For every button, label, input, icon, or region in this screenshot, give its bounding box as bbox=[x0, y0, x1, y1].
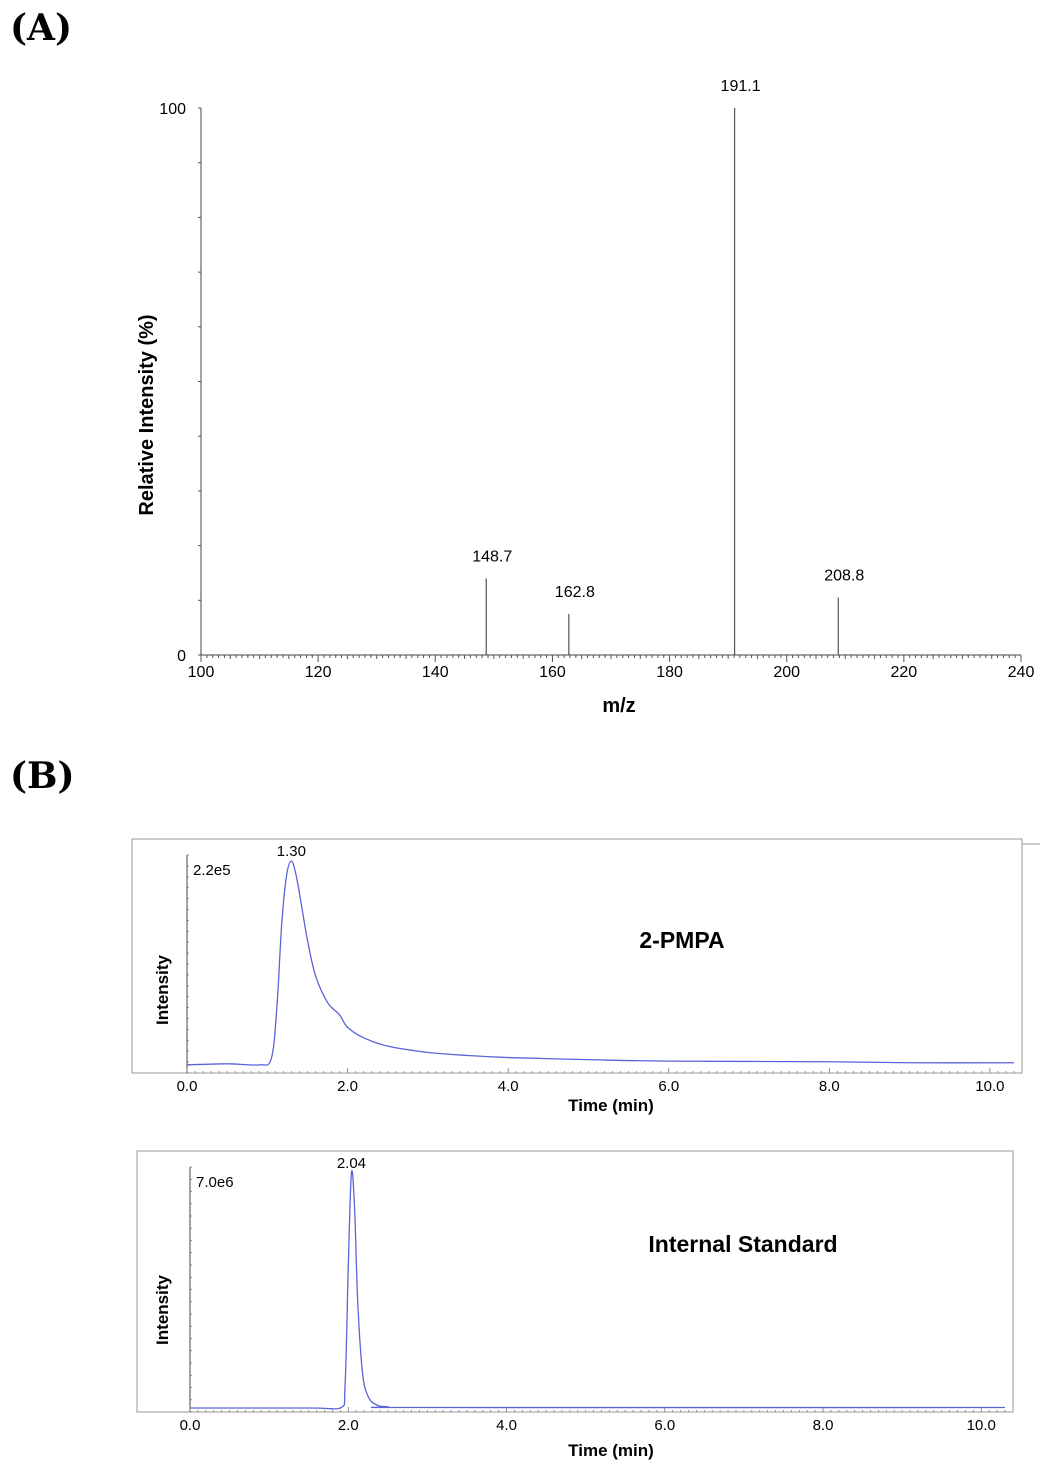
chromatogram-is-y-title: Intensity bbox=[153, 1275, 172, 1345]
chromatogram-2pmpa-name: 2-PMPA bbox=[639, 927, 724, 953]
chromatogram-x-tick-label: 4.0 bbox=[498, 1078, 519, 1095]
chromatogram-x-tick-label: 2.0 bbox=[338, 1417, 359, 1434]
chromatogram-x-tick-label: 2.0 bbox=[337, 1078, 358, 1095]
chromatogram-is-name: Internal Standard bbox=[648, 1231, 837, 1257]
spectrum-peak-label: 148.7 bbox=[472, 548, 512, 565]
spectrum-peak-label: 162.8 bbox=[555, 584, 595, 601]
chromatogram-internal-standard: 0.0 2.0 4.0 6.0 8.0 10.0 7.0e6 2.04 bbox=[136, 1150, 1014, 1434]
spectrum-y-axis-title: Relative Intensity (%) bbox=[136, 314, 158, 515]
chromatogram-2pmpa-x-title: Time (min) bbox=[568, 1096, 654, 1115]
spectrum-x-tick-label: 160 bbox=[539, 664, 566, 681]
spectrum-peak-label: 191.1 bbox=[721, 78, 761, 95]
spectrum-y-tick-label: 0 bbox=[177, 648, 186, 665]
spectrum-x-tick-label: 100 bbox=[188, 664, 215, 681]
chromatogram-x-tick-label: 6.0 bbox=[654, 1417, 675, 1434]
chromatogram-x-tick-label: 8.0 bbox=[819, 1078, 840, 1095]
spectrum-x-tick-label: 200 bbox=[773, 664, 800, 681]
spectrum-x-tick-label: 140 bbox=[422, 664, 449, 681]
chromatogram-x-tick-label: 8.0 bbox=[813, 1417, 834, 1434]
chromatogram-2pmpa-y-title: Intensity bbox=[153, 955, 172, 1025]
chromatogram-peak-label: 2.04 bbox=[337, 1155, 366, 1172]
chromatogram-is-x-title: Time (min) bbox=[568, 1441, 654, 1460]
chromatogram-max-intensity-label: 7.0e6 bbox=[196, 1174, 234, 1191]
mass-spectrum-chart: 100 120 140 160 180 200 220 2400100148.7162.819… bbox=[159, 78, 1034, 681]
spectrum-x-tick-label: 180 bbox=[656, 664, 683, 681]
panel-b-label: (B) bbox=[10, 755, 75, 797]
chromatogram-trace bbox=[189, 1170, 1006, 1410]
chromatogram-x-tick-label: 6.0 bbox=[658, 1078, 679, 1095]
chromatogram-peak-label: 1.30 bbox=[277, 843, 306, 860]
chromatogram-2pmpa: 0.0 2.0 4.0 6.0 8.0 10.0 2.2e5 1.30 bbox=[131, 838, 1040, 1095]
spectrum-x-axis-title: m/z bbox=[602, 695, 635, 717]
chromatogram-max-intensity-label: 2.2e5 bbox=[193, 862, 231, 879]
spectrum-x-tick-label: 120 bbox=[305, 664, 332, 681]
chromatogram-frame bbox=[131, 838, 1023, 1074]
chromatogram-x-tick-label: 0.0 bbox=[177, 1078, 198, 1095]
chromatogram-trace bbox=[186, 860, 1015, 1066]
spectrum-x-tick-label: 240 bbox=[1008, 664, 1035, 681]
chromatogram-x-tick-label: 4.0 bbox=[496, 1417, 517, 1434]
chromatogram-x-tick-label: 0.0 bbox=[180, 1417, 201, 1434]
chromatogram-frame bbox=[136, 1150, 1014, 1413]
spectrum-x-tick-label: 220 bbox=[891, 664, 918, 681]
spectrum-peak-label: 208.8 bbox=[824, 568, 864, 585]
chromatogram-x-tick-label: 10.0 bbox=[967, 1417, 996, 1434]
panel-a-label: (A) bbox=[10, 7, 72, 49]
spectrum-y-tick-label: 100 bbox=[159, 101, 186, 118]
chromatogram-x-tick-label: 10.0 bbox=[975, 1078, 1004, 1095]
